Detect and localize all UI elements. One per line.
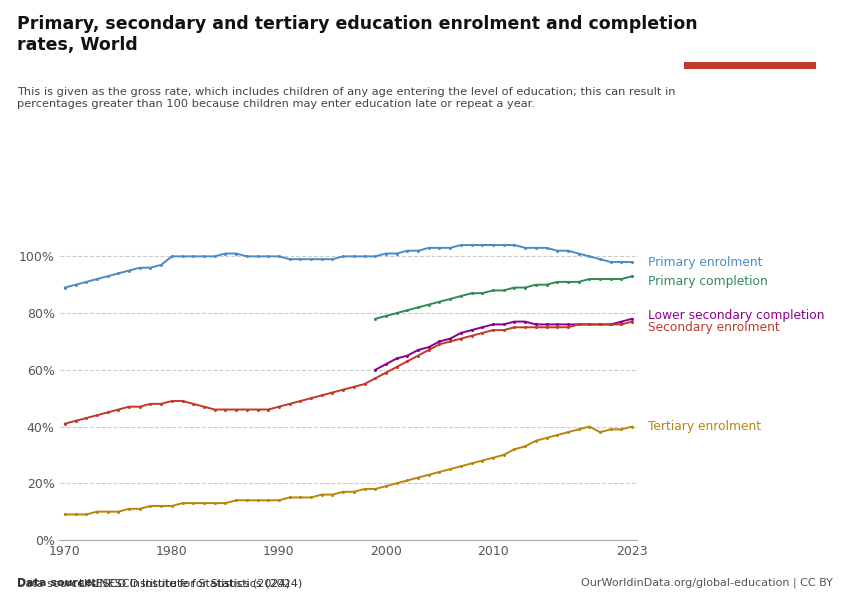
Bar xyxy=(684,62,816,69)
Text: This is given as the gross rate, which includes children of any age entering the: This is given as the gross rate, which i… xyxy=(17,87,676,109)
Text: Our World: Our World xyxy=(718,23,782,33)
Text: Primary completion: Primary completion xyxy=(649,275,768,289)
Text: UNESCO Institute for Statistics (2024): UNESCO Institute for Statistics (2024) xyxy=(79,578,290,588)
Text: Data source: UNESCO Institute for Statistics (2024): Data source: UNESCO Institute for Statis… xyxy=(17,578,303,588)
Text: OurWorldinData.org/global-education | CC BY: OurWorldinData.org/global-education | CC… xyxy=(581,577,833,588)
Text: in Data: in Data xyxy=(728,43,773,52)
Text: Lower secondary completion: Lower secondary completion xyxy=(649,310,824,322)
Text: Data source:: Data source: xyxy=(17,578,100,588)
Text: Secondary enrolment: Secondary enrolment xyxy=(649,321,780,334)
Text: Primary enrolment: Primary enrolment xyxy=(649,256,762,269)
Text: Primary, secondary and tertiary education enrolment and completion
rates, World: Primary, secondary and tertiary educatio… xyxy=(17,15,698,54)
Text: Tertiary enrolment: Tertiary enrolment xyxy=(649,420,762,433)
